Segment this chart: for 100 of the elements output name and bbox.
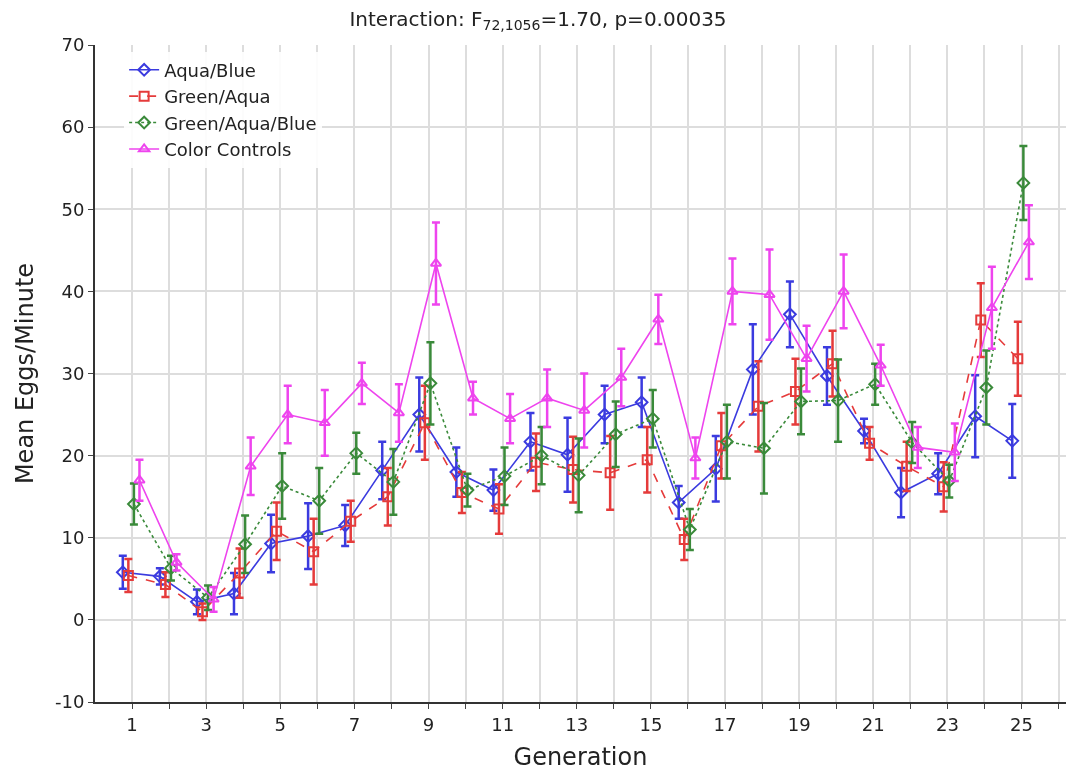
- point: [715, 440, 727, 452]
- point: [375, 463, 390, 478]
- point: [682, 522, 697, 537]
- point: [985, 302, 999, 312]
- point: [201, 590, 215, 605]
- y-tick-label: -10: [54, 691, 85, 713]
- y-tick-label: 10: [61, 527, 85, 549]
- point: [827, 358, 839, 370]
- point: [486, 483, 501, 497]
- x-tick-label: 11: [491, 713, 515, 735]
- x-tick-label: 1: [126, 713, 138, 735]
- y-tick-label: 70: [61, 34, 85, 56]
- y-tick-label: 50: [61, 198, 85, 220]
- point: [708, 461, 723, 476]
- point: [382, 491, 394, 503]
- point: [874, 359, 887, 369]
- point: [1005, 433, 1020, 448]
- point: [571, 468, 586, 483]
- point: [560, 447, 575, 462]
- point: [948, 446, 962, 456]
- point: [423, 376, 438, 391]
- point: [530, 456, 542, 468]
- point: [979, 380, 994, 395]
- point: [726, 285, 739, 295]
- point: [164, 561, 178, 575]
- point: [931, 466, 945, 481]
- legend-label: Aqua/Blue: [164, 59, 256, 81]
- point: [641, 454, 653, 466]
- x-tick-label: 15: [639, 713, 663, 735]
- point: [312, 493, 327, 508]
- point: [567, 464, 579, 476]
- x-tick-label: 25: [1010, 713, 1033, 735]
- x-tick-label: 19: [787, 713, 811, 735]
- point: [349, 446, 364, 461]
- point: [493, 503, 505, 515]
- point: [301, 529, 315, 543]
- x-tick-label: 5: [274, 713, 287, 735]
- point: [540, 392, 554, 402]
- point: [196, 606, 208, 618]
- point: [244, 460, 257, 470]
- point: [1012, 353, 1024, 365]
- point: [190, 594, 204, 609]
- x-tick-label: 21: [861, 713, 885, 735]
- legend-label: Color Controls: [164, 138, 292, 160]
- legend-label: Green/Aqua/Blue: [164, 112, 317, 134]
- point: [534, 448, 549, 463]
- point: [133, 474, 146, 484]
- point: [968, 409, 983, 424]
- x-tick-label: 17: [713, 713, 737, 735]
- point: [115, 565, 130, 580]
- point: [942, 474, 957, 488]
- point: [864, 437, 876, 449]
- point: [820, 369, 834, 383]
- point: [238, 537, 252, 552]
- point: [789, 386, 801, 398]
- point: [460, 483, 475, 497]
- point: [634, 395, 649, 410]
- point: [345, 515, 357, 527]
- point: [1016, 176, 1031, 190]
- x-tick-label: 3: [200, 713, 212, 735]
- point: [1022, 236, 1036, 246]
- x-tick-label: 9: [422, 713, 435, 735]
- point: [975, 314, 987, 326]
- point: [308, 546, 320, 558]
- point: [911, 441, 924, 451]
- point: [783, 307, 797, 322]
- point: [857, 424, 871, 438]
- y-tick-label: 0: [72, 609, 85, 631]
- point: [127, 497, 141, 511]
- point: [645, 411, 660, 426]
- point: [652, 313, 665, 323]
- point: [275, 479, 290, 493]
- point: [318, 417, 331, 427]
- x-tick-label: 13: [565, 713, 589, 735]
- point: [355, 377, 369, 387]
- point: [868, 377, 882, 392]
- y-tick-label: 60: [61, 116, 85, 138]
- point: [429, 257, 443, 267]
- point: [392, 407, 406, 417]
- y-tick-label: 20: [61, 444, 85, 466]
- point: [678, 533, 690, 545]
- point: [456, 487, 468, 499]
- point: [122, 570, 134, 582]
- point: [794, 394, 808, 409]
- point: [608, 427, 623, 442]
- point: [227, 586, 241, 601]
- point: [170, 556, 183, 566]
- chart-title: Interaction: F$_{72,1056}$=1.70, p=0.00035: [349, 6, 727, 33]
- legend-label: Green/Aqua: [164, 86, 271, 108]
- point: [831, 393, 845, 408]
- point: [720, 434, 734, 449]
- point: [497, 469, 512, 484]
- y-tick-label: 40: [61, 280, 85, 302]
- point: [604, 467, 616, 479]
- point: [757, 441, 771, 456]
- point: [752, 400, 764, 412]
- point: [264, 536, 278, 551]
- y-axis-title: Mean Eggs/Minute: [10, 262, 39, 485]
- point: [578, 404, 591, 414]
- point: [159, 579, 171, 591]
